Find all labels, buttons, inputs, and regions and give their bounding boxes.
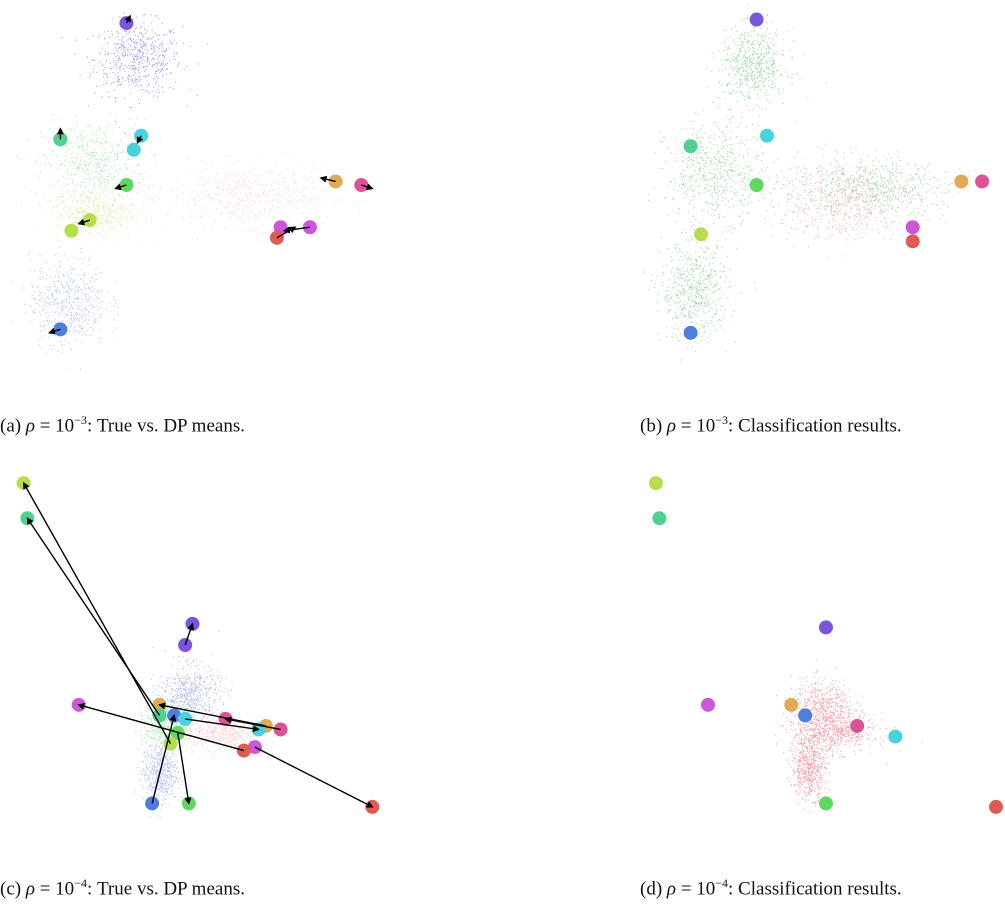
mean-arrow-2 bbox=[184, 622, 194, 646]
caption-b-prefix: (b) bbox=[640, 415, 667, 437]
caption-d-exp: −4 bbox=[715, 876, 729, 890]
mean-arrow-5 bbox=[224, 716, 281, 731]
mean-marker-15 bbox=[247, 740, 262, 755]
mean-marker-0 bbox=[16, 476, 31, 491]
mean-marker-2 bbox=[818, 620, 833, 635]
mean-arrow-7 bbox=[151, 714, 177, 804]
caption-d-suffix: : Classification results. bbox=[728, 878, 902, 900]
mean-arrow-7 bbox=[282, 226, 311, 234]
mean-marker-4 bbox=[694, 227, 709, 242]
mean-marker-6 bbox=[954, 174, 969, 189]
caption-a-prefix: (a) bbox=[0, 415, 26, 437]
mean-arrow-0 bbox=[124, 14, 131, 24]
mean-marker-12 bbox=[53, 322, 68, 337]
mean-arrow-4 bbox=[158, 702, 267, 727]
mean-marker-9 bbox=[905, 234, 920, 249]
scatter-panel-d bbox=[648, 476, 1003, 814]
mean-arrow-4 bbox=[77, 218, 90, 226]
mean-marker-7 bbox=[888, 729, 903, 744]
mean-marker-6 bbox=[64, 223, 79, 238]
caption-c-suffix: : True vs. DP means. bbox=[86, 878, 245, 900]
caption-a-exp: −3 bbox=[74, 413, 87, 427]
mean-arrow-3 bbox=[114, 183, 127, 191]
mean-arrow-8 bbox=[177, 732, 192, 805]
caption-c-eq: = 10 bbox=[34, 878, 75, 900]
mean-marker-3 bbox=[126, 142, 141, 157]
caption-a-symbol: ρ bbox=[25, 415, 35, 437]
caption-c: (c) ρ = 10−4: True vs. DP means. bbox=[0, 876, 245, 900]
mean-marker-5 bbox=[798, 708, 813, 723]
point-cloud-3 bbox=[23, 169, 163, 252]
mean-marker-0 bbox=[749, 12, 764, 27]
caption-a: (a) ρ = 10−3: True vs. DP means. bbox=[0, 413, 245, 437]
mean-arrow-9 bbox=[48, 327, 61, 335]
scatter-panel-a bbox=[11, 12, 374, 370]
mean-marker-8 bbox=[818, 796, 833, 811]
point-cloud-1 bbox=[647, 103, 779, 242]
mean-marker-3 bbox=[749, 178, 764, 192]
point-cloud-0 bbox=[705, 4, 827, 123]
scatter-panel-b bbox=[642, 4, 990, 361]
point-cloud-4 bbox=[718, 148, 970, 259]
mean-marker-18 bbox=[181, 796, 196, 811]
mean-marker-3 bbox=[700, 697, 715, 712]
mean-marker-4 bbox=[71, 697, 86, 712]
caption-a-eq: = 10 bbox=[34, 415, 75, 437]
caption-c-symbol: ρ bbox=[25, 878, 35, 900]
mean-marker-0 bbox=[648, 476, 663, 491]
caption-b: (b) ρ = 10−3: Classification results. bbox=[640, 413, 902, 437]
point-cloud-2 bbox=[786, 723, 831, 813]
mean-arrow-6 bbox=[361, 183, 374, 191]
caption-d-prefix: (d) bbox=[640, 878, 667, 900]
mean-marker-1 bbox=[652, 511, 667, 526]
mean-marker-8 bbox=[905, 220, 920, 235]
point-cloud-2 bbox=[778, 143, 961, 239]
caption-d: (d) ρ = 10−4: Classification results. bbox=[640, 876, 902, 900]
caption-b-symbol: ρ bbox=[666, 415, 677, 437]
point-cloud-0 bbox=[61, 12, 208, 134]
mean-arrow-5 bbox=[319, 175, 336, 183]
mean-arrow-6 bbox=[185, 718, 260, 733]
mean-arrow-8 bbox=[276, 226, 297, 239]
caption-b-exp: −3 bbox=[715, 413, 729, 427]
caption-a-suffix: : True vs. DP means. bbox=[86, 415, 245, 437]
scatter-panel-c bbox=[16, 476, 380, 819]
caption-d-symbol: ρ bbox=[666, 878, 677, 900]
caption-b-eq: = 10 bbox=[676, 415, 716, 437]
mean-marker-6 bbox=[850, 718, 865, 733]
mean-arrow-9 bbox=[254, 746, 374, 808]
mean-marker-2 bbox=[683, 139, 698, 154]
caption-b-suffix: : Classification results. bbox=[728, 415, 902, 437]
mean-arrow-2 bbox=[136, 135, 144, 145]
caption-c-exp: −4 bbox=[74, 876, 87, 890]
caption-d-eq: = 10 bbox=[676, 878, 716, 900]
mean-marker-5 bbox=[683, 325, 698, 340]
mean-marker-1 bbox=[759, 128, 774, 143]
point-cloud-2 bbox=[115, 152, 367, 240]
caption-c-prefix: (c) bbox=[0, 878, 26, 900]
point-cloud-4 bbox=[11, 221, 119, 370]
mean-arrow-1 bbox=[26, 517, 161, 716]
mean-marker-7 bbox=[975, 174, 990, 189]
mean-arrow-0 bbox=[22, 481, 172, 744]
mean-marker-17 bbox=[145, 796, 160, 811]
mean-marker-19 bbox=[365, 799, 380, 814]
mean-marker-9 bbox=[989, 799, 1003, 814]
mean-arrow-3 bbox=[77, 702, 245, 752]
mean-marker-4 bbox=[784, 697, 799, 712]
